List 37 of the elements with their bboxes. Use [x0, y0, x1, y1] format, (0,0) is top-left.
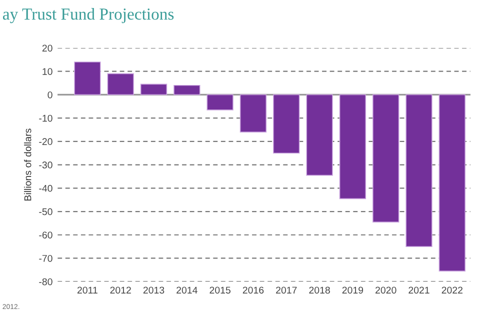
x-tick-label: 2020 [376, 286, 396, 294]
bar [438, 94, 466, 272]
bar [406, 94, 432, 247]
bar [107, 73, 134, 96]
y-tick-label: 20 [42, 44, 52, 52]
bar [206, 94, 234, 110]
bar [273, 94, 300, 154]
bar [240, 94, 267, 133]
x-tick-label: 2013 [143, 286, 164, 294]
x-tick-label: 2012 [110, 286, 131, 294]
y-tick-label: -20 [39, 138, 52, 146]
y-tick-label: -80 [39, 278, 52, 286]
x-tick-label: 2019 [342, 286, 364, 294]
bar [174, 84, 200, 96]
bar [339, 94, 366, 200]
y-tick-label: -10 [39, 114, 52, 122]
x-tick-label: 2014 [176, 286, 198, 294]
y-tick-label: -50 [39, 208, 52, 216]
x-tick-label: 2011 [77, 286, 98, 294]
x-tick-label: 2016 [242, 286, 264, 294]
y-axis-title: Billions of dollars [24, 128, 32, 200]
y-tick-label: -70 [39, 254, 52, 262]
bar [306, 94, 333, 176]
x-tick-label: 2017 [276, 286, 297, 294]
bar [140, 84, 168, 96]
y-tick-label: -30 [39, 162, 52, 168]
chart-title: ay Trust Fund Projections [2, 8, 174, 24]
y-tick-label: -40 [39, 184, 52, 192]
bar [74, 62, 101, 96]
x-tick-label: 2021 [408, 286, 430, 294]
bar [372, 94, 400, 222]
y-tick-label: 10 [42, 68, 52, 75]
y-tick-label: -60 [39, 232, 52, 238]
x-tick-label: 2022 [442, 286, 462, 294]
x-tick-label: 2015 [210, 286, 230, 294]
x-tick-label: 2018 [309, 286, 330, 294]
y-tick-label: 0 [48, 91, 52, 98]
